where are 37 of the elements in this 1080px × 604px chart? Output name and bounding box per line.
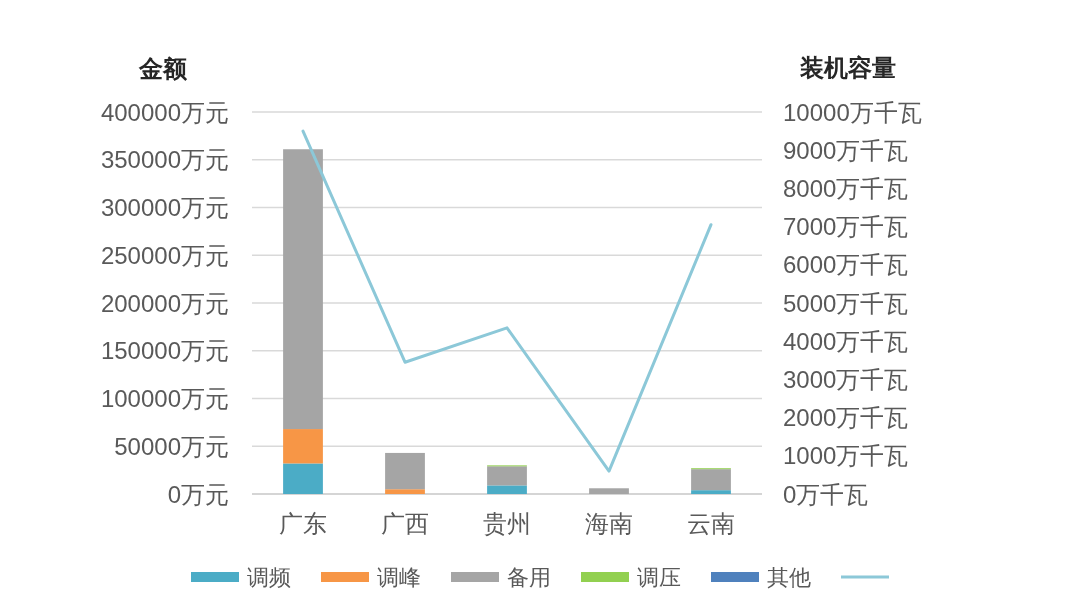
- x-tick: 贵州: [483, 509, 531, 537]
- y-tick: 150000万元: [100, 337, 229, 365]
- legend-item: 备用: [451, 564, 551, 590]
- legend-label: 备用: [507, 564, 551, 590]
- x-tick: 广西: [381, 509, 429, 537]
- legend-item: 调频: [191, 564, 291, 590]
- y2-tick: 9000万千瓦: [783, 136, 909, 164]
- legend-label: 调频: [247, 564, 291, 590]
- y2-tick: 7000万千瓦: [783, 213, 909, 241]
- x-tick: 广东: [279, 509, 327, 537]
- x-tick: 云南: [687, 509, 735, 537]
- legend-item: 其他: [711, 564, 811, 590]
- legend-item: 调压: [581, 564, 681, 590]
- y2-tick: 1000万千瓦: [783, 442, 909, 470]
- x-tick: 海南: [585, 509, 633, 537]
- legend-label: 调峰: [377, 564, 421, 590]
- ylabel: 金额: [139, 54, 187, 82]
- legend-item: 调峰: [321, 564, 421, 590]
- y2-tick: 6000万千瓦: [783, 251, 909, 279]
- y-tick: 50000万元: [114, 432, 229, 460]
- legend-label: 调压: [637, 564, 681, 590]
- y2-tick: 4000万千瓦: [783, 327, 909, 355]
- y2-tick: 0万千瓦: [783, 480, 869, 508]
- y-tick: 300000万元: [100, 194, 229, 221]
- y2-tick: 10000万千瓦: [783, 98, 922, 126]
- y2-tick: 2000万千瓦: [783, 404, 909, 432]
- legend-label: 其他: [767, 564, 811, 590]
- y-tick: 250000万元: [100, 241, 229, 269]
- y2-tick: 8000万千瓦: [783, 174, 909, 202]
- y2-tick: 3000万千瓦: [783, 365, 909, 393]
- y2-tick: 5000万千瓦: [783, 289, 909, 317]
- y-tick: 400000万元: [100, 98, 229, 126]
- y2label: 装机容量: [800, 53, 896, 81]
- y-tick: 200000万元: [100, 289, 229, 317]
- y-tick: 0万元: [167, 480, 229, 508]
- y-tick: 100000万元: [100, 385, 229, 412]
- y-tick: 350000万元: [100, 146, 229, 174]
